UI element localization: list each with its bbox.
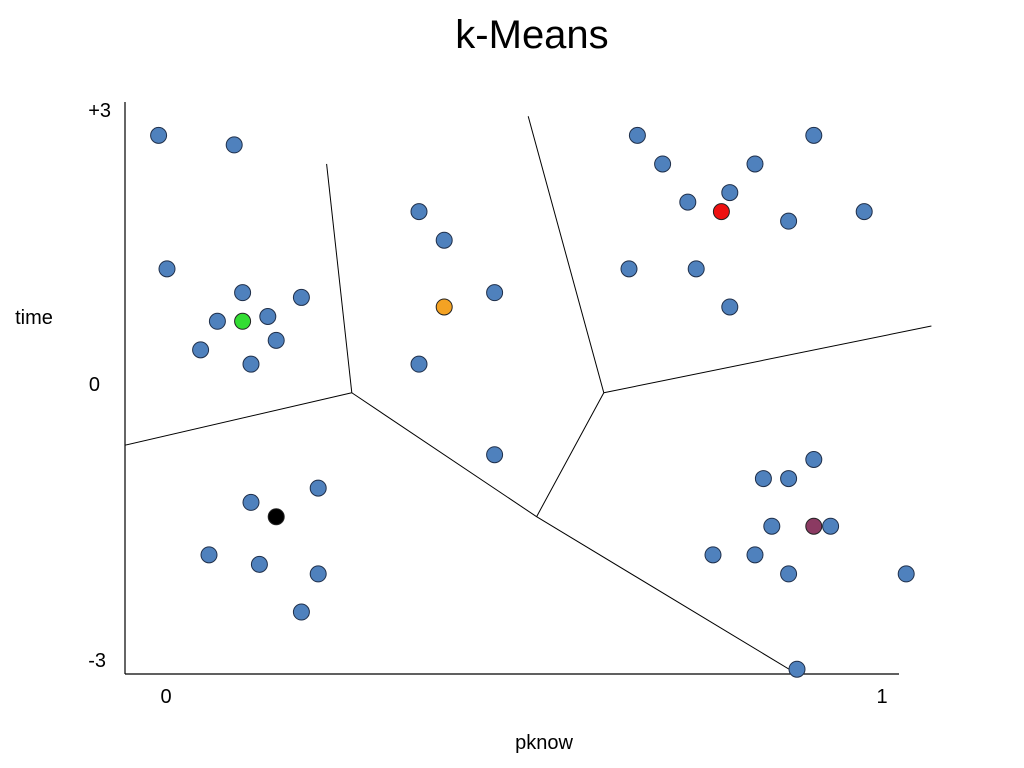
y-tick-label-max: +3 bbox=[88, 100, 111, 122]
data-point-35 bbox=[805, 451, 823, 468]
y-axis-label: time bbox=[15, 307, 53, 329]
data-point-3 bbox=[158, 260, 176, 278]
data-point-23 bbox=[687, 260, 705, 278]
data-point-16 bbox=[628, 126, 646, 144]
data-point-28 bbox=[309, 479, 327, 497]
data-point-27 bbox=[242, 493, 260, 511]
data-point-38 bbox=[704, 546, 722, 564]
data-point-40 bbox=[780, 565, 798, 583]
data-point-21 bbox=[805, 126, 823, 144]
data-point-33 bbox=[754, 470, 772, 488]
data-point-22 bbox=[620, 260, 638, 278]
data-point-7 bbox=[292, 288, 310, 306]
centroid-1 bbox=[234, 312, 252, 330]
data-point-24 bbox=[780, 212, 798, 230]
data-point-39 bbox=[746, 546, 764, 564]
y-tick-label-zero: 0 bbox=[89, 374, 100, 396]
data-points bbox=[150, 126, 915, 678]
y-tick-label-min: -3 bbox=[88, 650, 106, 672]
boundary-line-7 bbox=[603, 325, 932, 394]
data-point-9 bbox=[267, 331, 285, 349]
data-point-42 bbox=[788, 660, 806, 678]
data-point-37 bbox=[822, 517, 840, 535]
data-point-31 bbox=[309, 565, 327, 583]
data-point-13 bbox=[486, 284, 504, 302]
data-point-26 bbox=[721, 298, 739, 316]
boundary-line-5 bbox=[536, 392, 605, 517]
data-point-20 bbox=[746, 155, 764, 173]
data-point-19 bbox=[721, 184, 739, 202]
centroid-2 bbox=[435, 298, 453, 316]
centroid-5 bbox=[805, 517, 823, 535]
x-tick-label-min: 0 bbox=[160, 686, 171, 708]
centroid-4 bbox=[267, 508, 285, 526]
data-point-18 bbox=[679, 193, 697, 211]
boundary-line-1 bbox=[326, 163, 353, 393]
data-point-36 bbox=[763, 517, 781, 535]
data-point-25 bbox=[855, 203, 873, 221]
data-point-1 bbox=[150, 126, 168, 144]
data-point-6 bbox=[259, 308, 277, 325]
data-point-12 bbox=[435, 231, 453, 249]
centroids bbox=[234, 203, 823, 535]
x-axis-label: pknow bbox=[515, 732, 573, 754]
data-point-10 bbox=[242, 355, 260, 373]
cluster-boundaries bbox=[124, 116, 932, 675]
centroid-3 bbox=[712, 203, 730, 221]
boundary-line-3 bbox=[351, 392, 537, 518]
x-tick-label-max: 1 bbox=[876, 686, 887, 708]
data-point-32 bbox=[292, 603, 310, 621]
data-point-17 bbox=[654, 155, 672, 173]
data-point-30 bbox=[250, 555, 268, 573]
boundary-line-4 bbox=[536, 516, 798, 675]
data-point-8 bbox=[192, 341, 210, 359]
boundary-line-6 bbox=[527, 116, 605, 393]
data-point-34 bbox=[780, 470, 798, 488]
data-point-14 bbox=[410, 355, 428, 373]
boundary-line-2 bbox=[124, 392, 352, 446]
data-point-2 bbox=[225, 136, 243, 154]
data-point-11 bbox=[410, 203, 428, 221]
chart-title: k-Means bbox=[455, 13, 608, 57]
data-point-4 bbox=[234, 284, 252, 302]
data-point-29 bbox=[200, 546, 218, 564]
data-point-41 bbox=[897, 565, 915, 583]
data-point-15 bbox=[486, 446, 504, 464]
data-point-5 bbox=[208, 312, 226, 330]
